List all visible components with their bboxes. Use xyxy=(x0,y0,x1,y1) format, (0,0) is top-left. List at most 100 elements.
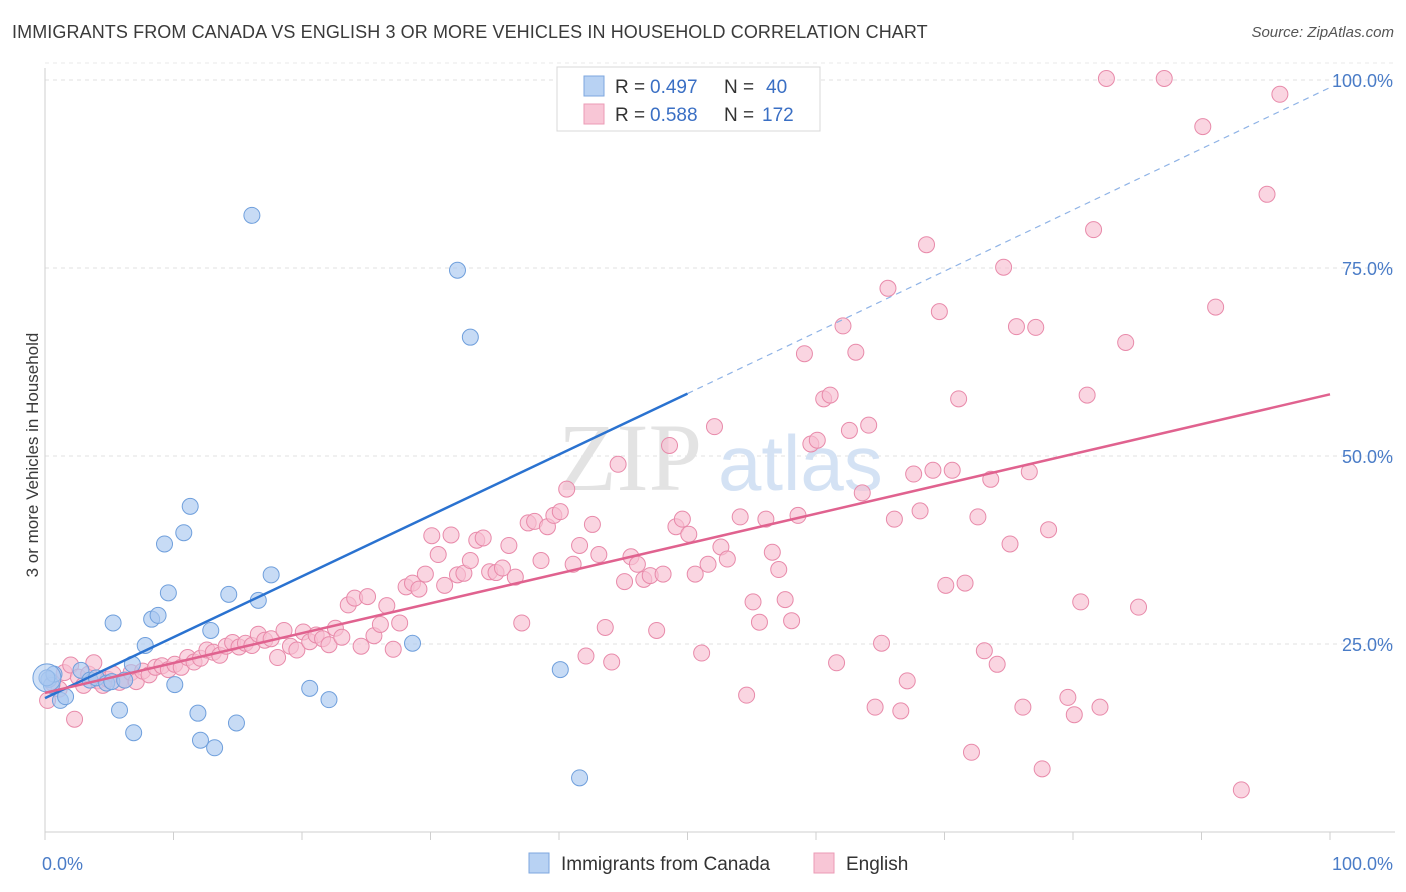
point-english-111 xyxy=(738,686,756,704)
point-english-65 xyxy=(436,576,454,594)
point-english-158 xyxy=(1040,521,1058,539)
point-canada-14 xyxy=(125,724,143,742)
point-canada-25 xyxy=(202,621,220,639)
point-english-58 xyxy=(391,614,409,632)
x-tick-label-1: 100.0% xyxy=(1332,854,1393,874)
point-english-139 xyxy=(918,236,936,254)
point-english-159 xyxy=(1059,688,1077,706)
point-canada-37 xyxy=(551,661,569,679)
point-english-135 xyxy=(892,702,910,720)
trend-line-english xyxy=(44,393,1331,695)
point-canada-28 xyxy=(227,714,245,732)
point-english-112 xyxy=(744,593,762,611)
point-canada-32 xyxy=(301,679,319,697)
point-english-86 xyxy=(571,536,589,554)
point-english-132 xyxy=(873,634,891,652)
point-english-71 xyxy=(474,529,492,547)
point-english-110 xyxy=(731,508,749,526)
point-english-160 xyxy=(1065,706,1083,724)
point-english-113 xyxy=(750,613,768,631)
point-english-117 xyxy=(776,591,794,609)
point-english-69 xyxy=(461,552,479,570)
point-canada-cluster xyxy=(32,663,62,693)
point-english-57 xyxy=(384,640,402,658)
series-english-points xyxy=(39,69,1289,799)
legend-n-label-1: N = xyxy=(724,77,754,98)
point-canada-11 xyxy=(111,701,129,719)
legend-n-value-1: 40 xyxy=(766,77,787,98)
point-canada-20 xyxy=(166,676,184,694)
point-english-140 xyxy=(924,461,942,479)
point-english-62 xyxy=(416,565,434,583)
tick-labels: 25.0% 50.0% 75.0% 100.0% 0.0% 100.0% xyxy=(42,71,1393,874)
legend-r-value-1: 0.497 xyxy=(650,77,698,98)
legend-n-value-2: 172 xyxy=(762,105,794,126)
point-english-109 xyxy=(718,550,736,568)
point-english-122 xyxy=(808,431,826,449)
point-english-136 xyxy=(898,672,916,690)
chart-title: IMMIGRANTS FROM CANADA VS ENGLISH 3 OR M… xyxy=(12,22,928,42)
point-english-91 xyxy=(603,653,621,671)
point-english-138 xyxy=(911,502,929,520)
point-english-142 xyxy=(937,576,955,594)
point-english-157 xyxy=(1033,760,1051,778)
point-english-124 xyxy=(821,386,839,404)
point-english-173 xyxy=(1271,85,1289,103)
point-english-169 xyxy=(1194,118,1212,136)
point-english-106 xyxy=(699,555,717,573)
y-tick-label-1: 50.0% xyxy=(1342,447,1393,467)
point-english-49 xyxy=(333,628,351,646)
point-english-76 xyxy=(506,568,524,586)
point-canada-17 xyxy=(149,606,167,624)
legend-swatch-canada xyxy=(583,75,605,97)
point-english-141 xyxy=(930,303,948,321)
point-english-92 xyxy=(609,455,627,473)
point-english-98 xyxy=(648,621,666,639)
series-canada-points xyxy=(32,206,589,787)
point-english-42 xyxy=(288,641,306,659)
legend-r-value-2: 0.588 xyxy=(650,105,698,126)
point-english-95 xyxy=(628,555,646,573)
point-english-150 xyxy=(988,655,1006,673)
point-english-61 xyxy=(410,580,428,598)
watermark: ZIP atlas xyxy=(558,404,883,511)
point-english-137 xyxy=(905,465,923,483)
bottom-legend: Immigrants from Canada English xyxy=(528,852,908,875)
trend-line-canada-extension xyxy=(687,86,1331,395)
point-english-55 xyxy=(371,615,389,633)
point-english-147 xyxy=(969,508,987,526)
y-tick-label-3: 100.0% xyxy=(1332,71,1393,91)
y-axis-label: 3 or more Vehicles in Household xyxy=(23,333,42,578)
point-english-103 xyxy=(680,525,698,543)
point-english-53 xyxy=(359,588,377,606)
point-canada-23 xyxy=(189,704,207,722)
point-english-89 xyxy=(590,546,608,564)
point-english-128 xyxy=(847,343,865,361)
point-canada-26 xyxy=(206,739,224,757)
legend-r-label-1: R = xyxy=(615,77,645,98)
point-english-87 xyxy=(577,647,595,665)
point-english-153 xyxy=(1007,318,1025,336)
point-english-5 xyxy=(66,710,84,728)
point-english-133 xyxy=(879,279,897,297)
point-english-172 xyxy=(1258,185,1276,203)
point-english-151 xyxy=(995,258,1013,276)
point-english-144 xyxy=(950,390,968,408)
point-english-162 xyxy=(1078,386,1096,404)
top-legend: R = 0.497 N = 40 R = 0.588 N = 172 xyxy=(556,66,821,132)
point-english-143 xyxy=(943,461,961,479)
point-english-88 xyxy=(583,515,601,533)
point-english-166 xyxy=(1117,333,1135,351)
y-tick-label-2: 75.0% xyxy=(1342,259,1393,279)
point-canada-29 xyxy=(243,206,261,224)
point-english-168 xyxy=(1155,69,1173,87)
point-english-152 xyxy=(1001,535,1019,553)
point-canada-38 xyxy=(571,769,589,787)
point-english-52 xyxy=(352,637,370,655)
point-canada-22 xyxy=(181,497,199,515)
point-english-66 xyxy=(442,526,460,544)
point-english-77 xyxy=(513,614,531,632)
bottom-legend-label-canada: Immigrants from Canada xyxy=(561,854,771,875)
bottom-legend-label-english: English xyxy=(846,854,908,875)
